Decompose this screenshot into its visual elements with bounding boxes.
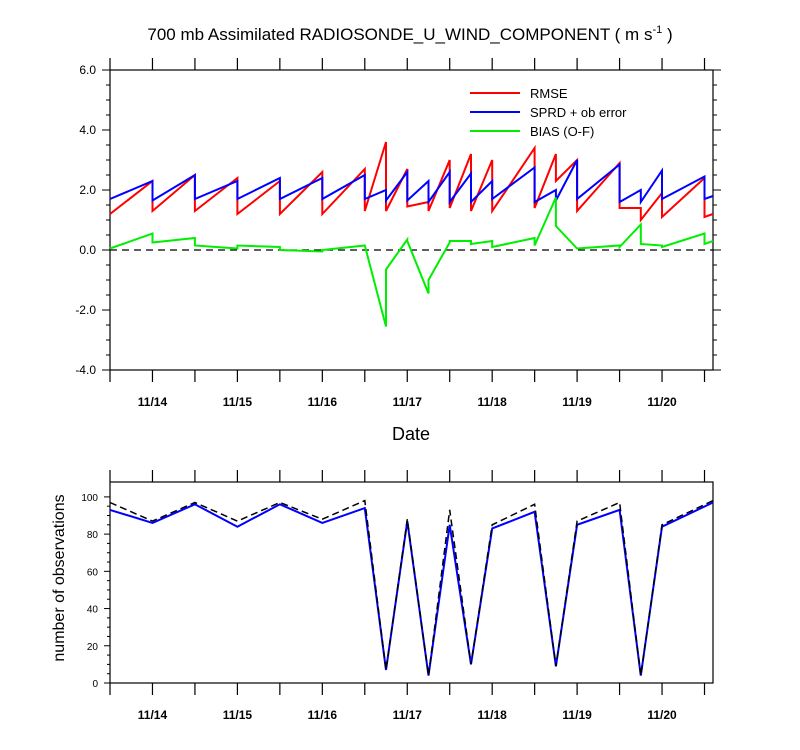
y-tick-label: 80 [87,530,99,541]
bottom-plot: 0 20 40 60 80 100 11/14 11/15 11/16 11/17 11/18 11/… [81,470,714,722]
y-tick-label: 100 [81,493,98,504]
top-plot: -4.0 -2.0 0.0 2.0 4.0 6.0 11/14 11/15 11/16 11/17… [75,58,721,409]
legend: RMSE SPRD + ob error BIAS (O-F) [470,86,627,139]
legend-label: RMSE [530,86,568,101]
legend-label: BIAS (O-F) [530,124,594,139]
x-tick-label: 11/18 [477,395,507,409]
x-tick-label: 11/19 [562,395,592,409]
y-tick-label: -2.0 [75,303,96,317]
y-tick-label: 60 [87,567,99,578]
chart-title-superscript: -1 [652,24,662,36]
x-tick-label: 11/16 [308,708,338,722]
x-tick-label: 11/16 [308,395,338,409]
x-tick-label: 11/17 [393,395,423,409]
chart-title-end: ) [662,25,672,44]
chart-title-main: 700 mb Assimilated RADIOSONDE_U_WIND_COM… [147,25,652,44]
x-tick-label: 11/17 [393,708,423,722]
rmse-line [109,141,714,223]
x-tick-label: 11/20 [647,708,677,722]
observations-assimilated-line [109,501,714,676]
observations-total-line [109,499,714,676]
bias-line [109,197,714,327]
sprd-line [109,159,714,206]
y-tick-label: 0 [92,679,98,690]
y-tick-label: 20 [87,642,99,653]
y-tick-label: -4.0 [75,363,96,377]
x-tick-label: 11/15 [223,708,253,722]
y-tick-label: 2.0 [79,183,96,197]
y-tick-label: 6.0 [79,63,96,77]
x-tick-label: 11/20 [647,395,677,409]
chart-title: 700 mb Assimilated RADIOSONDE_U_WIND_COM… [147,24,672,44]
y-tick-label: 0.0 [79,243,96,257]
top-x-axis-label: Date [392,424,430,444]
bottom-y-axis-label: number of observations [51,494,68,661]
bottom-plot-frame [109,481,714,684]
x-tick-label: 11/14 [138,395,168,409]
x-tick-label: 11/19 [562,708,592,722]
x-tick-label: 11/18 [477,708,507,722]
x-tick-label: 11/15 [223,395,253,409]
x-tick-label: 11/14 [138,708,168,722]
y-tick-label: 40 [87,605,99,616]
y-tick-label: 4.0 [79,123,96,137]
legend-label: SPRD + ob error [530,105,627,120]
